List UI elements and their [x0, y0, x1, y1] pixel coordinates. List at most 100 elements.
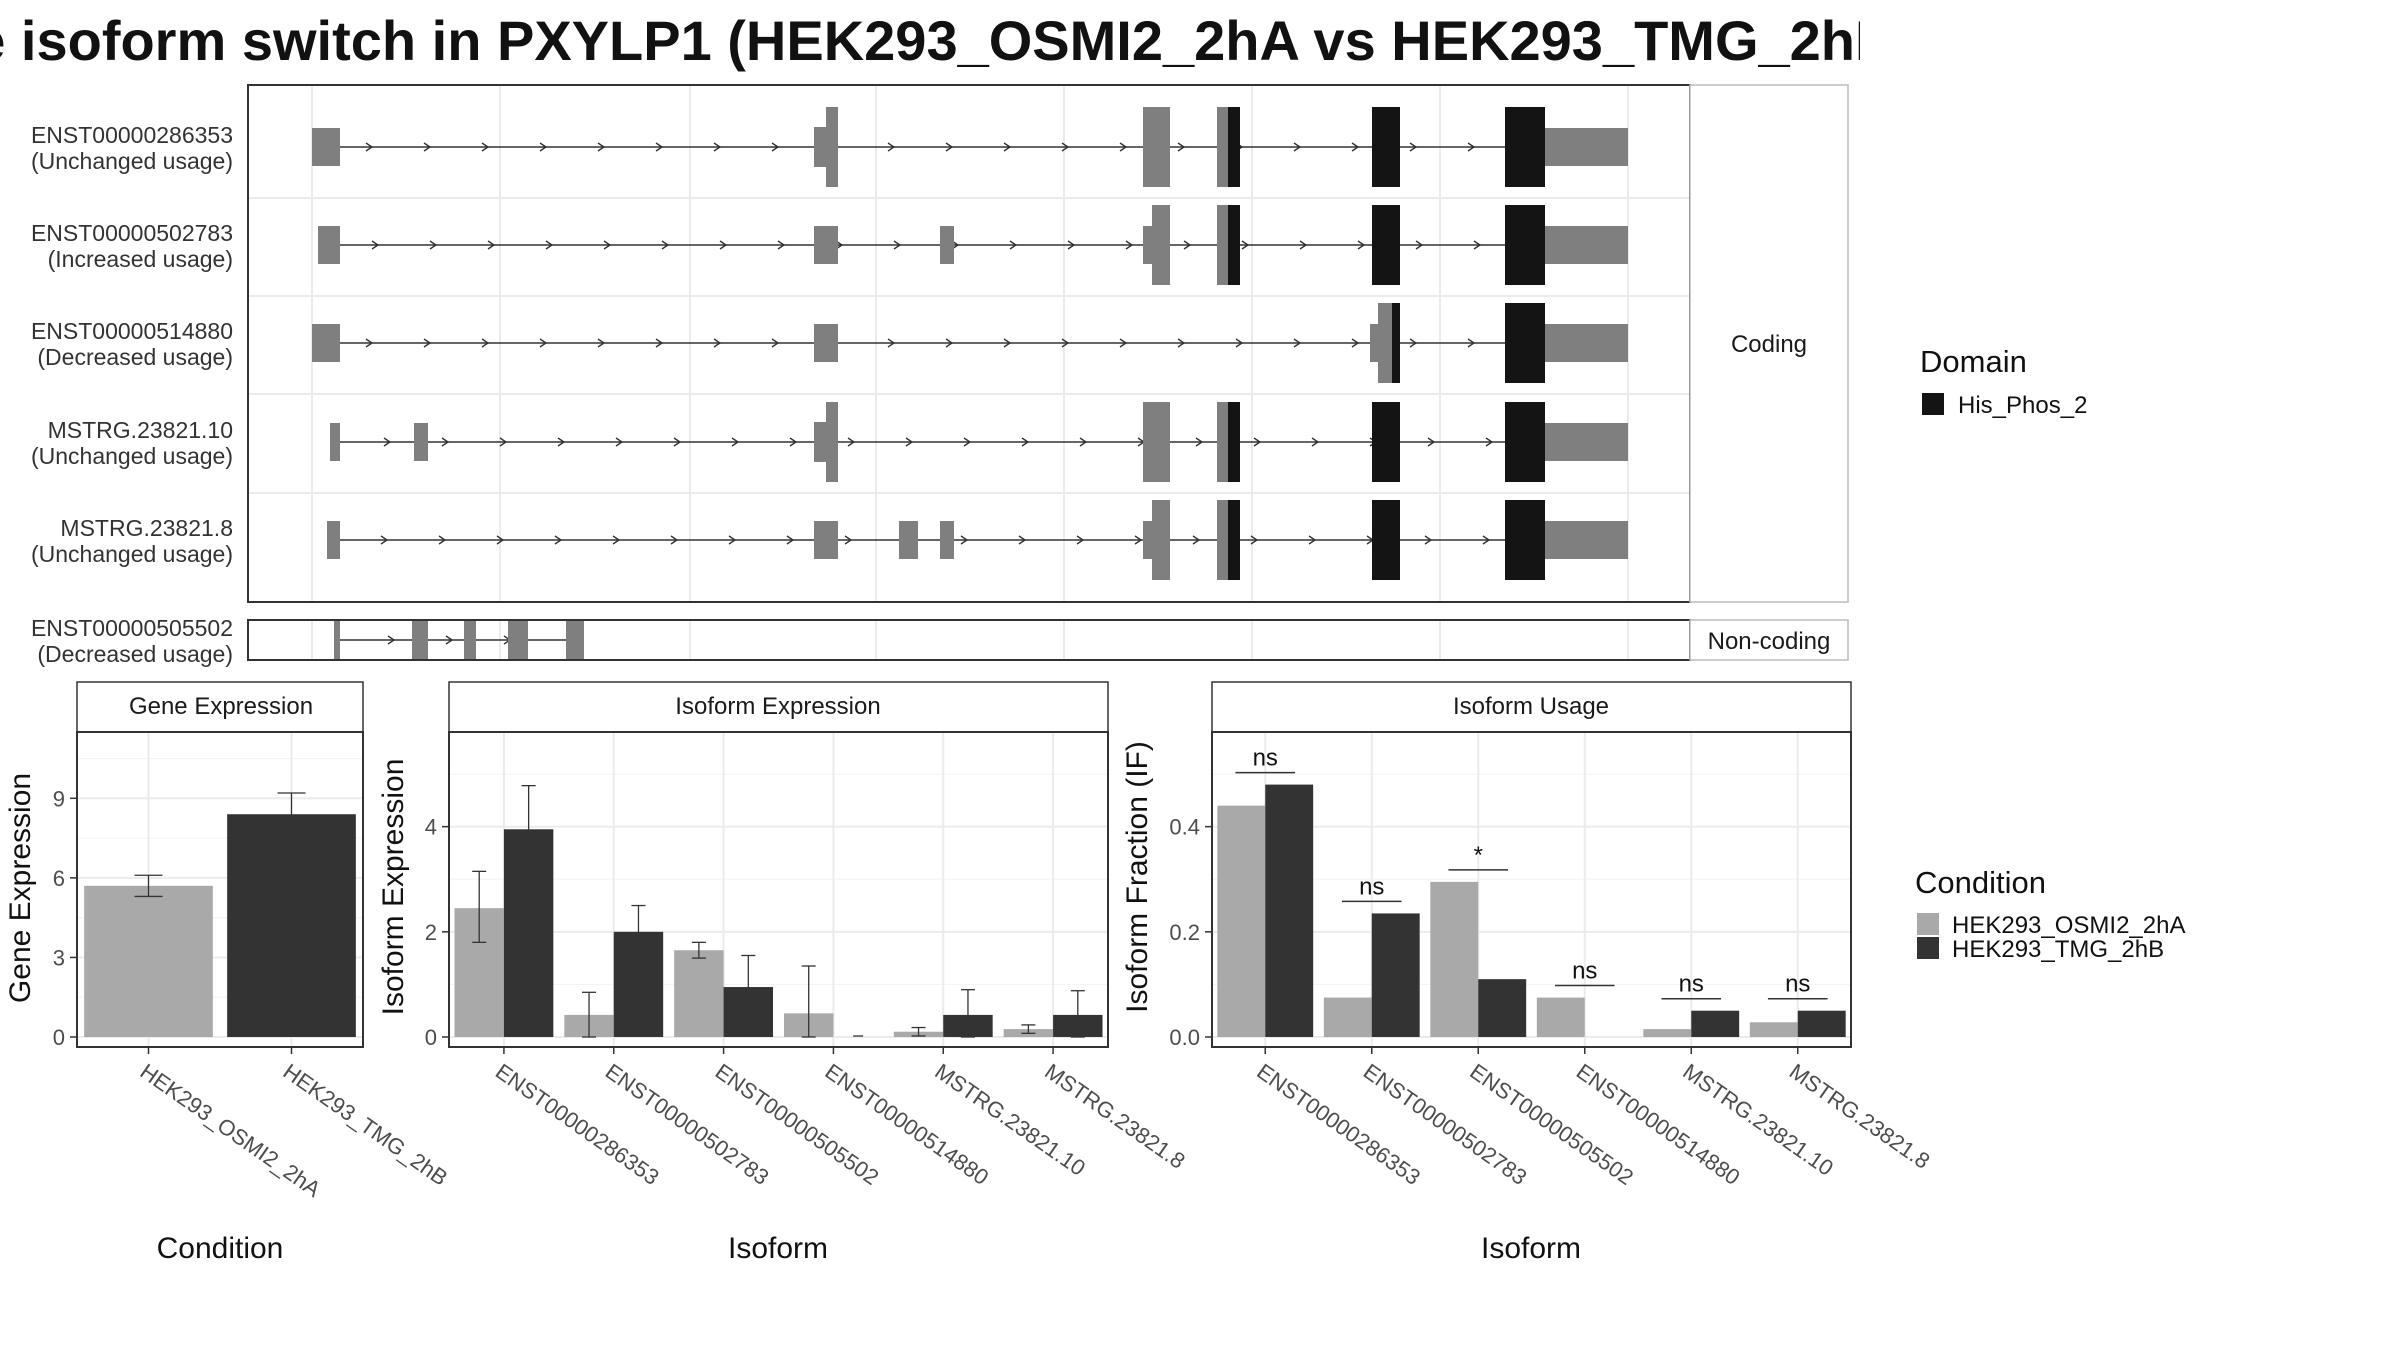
- y-tick-label: 9: [53, 786, 65, 811]
- significance-label: ns: [1679, 971, 1704, 998]
- condition-legend-label-b: HEK293_TMG_2hB: [1952, 936, 2164, 963]
- y-tick-label: 6: [53, 866, 65, 891]
- domain-his-phos-2: [1372, 500, 1400, 580]
- exon-block: [1217, 500, 1228, 580]
- transcript-structure-panel: ENST00000286353(Unchanged usage)ENST0000…: [31, 84, 1849, 667]
- domain-legend-label: His_Phos_2: [1958, 392, 2087, 419]
- strand-arrow: [1018, 535, 1027, 545]
- transcript-id-label: ENST00000505502: [31, 615, 233, 641]
- strand-arrow: [371, 240, 380, 250]
- strand-arrow: [423, 142, 432, 152]
- panel-border: [448, 731, 1109, 1048]
- strand-arrow: [1183, 240, 1192, 250]
- strand-arrow: [655, 142, 664, 152]
- transcript-id-label: MSTRG.23821.8: [60, 515, 233, 541]
- isoform-expression-panel: Isoform Expression Isoform Isoform Expre…: [377, 681, 1190, 1265]
- panel-border: [76, 731, 364, 1048]
- exon-block: [814, 521, 838, 559]
- strand-arrow: [1311, 437, 1320, 447]
- strand-arrow: [1482, 535, 1491, 545]
- isoform-expression-xlabel: Isoform: [728, 1232, 828, 1265]
- strand-arrow: [383, 437, 392, 447]
- strand-arrow: [1424, 535, 1433, 545]
- strand-arrow: [771, 142, 780, 152]
- strand-arrow: [1079, 437, 1088, 447]
- isoform-usage-strip-title: Isoform Usage: [1453, 693, 1609, 720]
- strand-arrow: [1473, 240, 1482, 250]
- strand-arrow: [1241, 240, 1250, 250]
- strand-arrow: [1293, 338, 1302, 348]
- condition-legend-label-a: HEK293_OSMI2_2hA: [1952, 912, 2185, 939]
- significance-label: *: [1474, 842, 1483, 869]
- bar: [1536, 997, 1585, 1037]
- strand-arrow: [1427, 437, 1436, 447]
- strand-arrow: [1293, 142, 1302, 152]
- strand-arrow: [429, 240, 438, 250]
- strand-arrow: [905, 437, 914, 447]
- exon-block: [826, 402, 838, 482]
- strand-arrow: [673, 437, 682, 447]
- strand-arrow: [423, 338, 432, 348]
- panel-border: [1211, 731, 1852, 1048]
- domain-his-phos-2: [1228, 402, 1240, 482]
- bar: [1691, 1010, 1740, 1037]
- gene-expression-ylabel: Gene Expression: [4, 773, 37, 1003]
- facet-label-coding: Coding: [1731, 331, 1807, 358]
- strand-arrow: [1415, 240, 1424, 250]
- exon-block: [940, 226, 954, 264]
- title-clip-mask: [1860, 0, 2400, 80]
- exon-block: [826, 107, 838, 187]
- domain-his-phos-2: [1505, 303, 1545, 383]
- strand-arrow: [487, 240, 496, 250]
- exon-block: [334, 621, 340, 659]
- gene-expression-xlabel: Condition: [157, 1232, 284, 1265]
- domain-his-phos-2: [1372, 402, 1400, 482]
- main-title: he isoform switch in PXYLP1 (HEK293_OSMI…: [0, 9, 1896, 72]
- exon-block: [1217, 107, 1228, 187]
- strand-arrow: [387, 635, 396, 645]
- strand-arrow: [615, 437, 624, 447]
- transcript-id-label: MSTRG.23821.10: [48, 417, 233, 443]
- exon-block: [327, 521, 340, 559]
- exon-block: [312, 128, 340, 166]
- condition-legend-swatch-b: [1917, 937, 1939, 959]
- significance-label: ns: [1253, 745, 1278, 772]
- strand-arrow: [1467, 338, 1476, 348]
- bar: [1217, 805, 1266, 1037]
- strand-arrow: [365, 142, 374, 152]
- y-tick-label: 4: [425, 815, 437, 840]
- strand-arrow: [777, 240, 786, 250]
- strand-arrow: [1061, 142, 1070, 152]
- strand-arrow: [887, 338, 896, 348]
- bar-series-group: [454, 784, 1103, 1038]
- gene-expression-strip-title: Gene Expression: [129, 693, 313, 720]
- isoform-usage-ylabel: Isoform Fraction (IF): [1121, 741, 1154, 1013]
- strand-arrow: [1003, 338, 1012, 348]
- strand-arrow: [844, 535, 853, 545]
- domain-his-phos-2: [1392, 303, 1400, 383]
- strand-arrow: [481, 142, 490, 152]
- strand-arrow: [539, 142, 548, 152]
- domain-his-phos-2: [1505, 107, 1545, 187]
- y-tick-label: 0.4: [1169, 815, 1200, 840]
- bar: [84, 885, 213, 1037]
- transcript-id-label: ENST00000286353: [31, 122, 233, 148]
- exon-block: [940, 521, 954, 559]
- significance-label: ns: [1785, 971, 1810, 998]
- y-tick-label: 0.0: [1169, 1025, 1200, 1050]
- isoform-expression-ylabel: Isoform Expression: [377, 759, 410, 1016]
- y-tick-label: 3: [53, 945, 65, 970]
- strand-arrow: [1235, 338, 1244, 348]
- domain-his-phos-2: [1505, 500, 1545, 580]
- domain-legend-swatch: [1922, 393, 1944, 415]
- domain-his-phos-2: [1228, 500, 1240, 580]
- exon-block: [566, 621, 584, 659]
- strand-arrow: [1253, 437, 1262, 447]
- bar: [227, 814, 356, 1037]
- exon-block: [814, 226, 838, 264]
- exon-block: [1143, 107, 1170, 187]
- y-tick-label: 0.2: [1169, 920, 1200, 945]
- transcript-model: [327, 500, 1628, 580]
- strand-arrow: [603, 240, 612, 250]
- strand-arrow: [1076, 535, 1085, 545]
